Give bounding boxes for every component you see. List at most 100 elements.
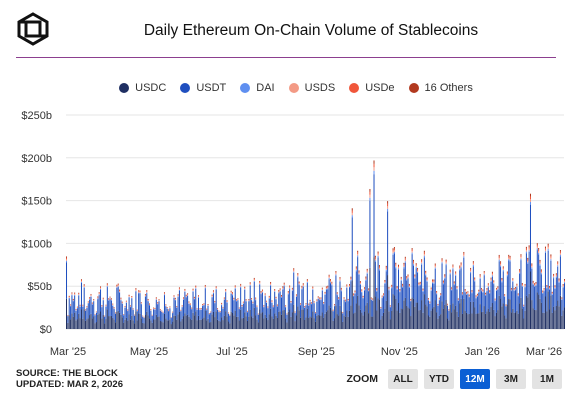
bar-segment-dai <box>549 288 551 290</box>
zoom-button-ytd[interactable]: YTD <box>424 369 454 389</box>
bar-segment-16-others <box>376 288 378 290</box>
bar-segment-usdc <box>85 320 87 329</box>
zoom-button-12m[interactable]: 12M <box>460 369 490 389</box>
bar-segment-usde <box>221 303 223 305</box>
legend-dot-icon <box>288 83 299 93</box>
bar-segment-dai <box>504 296 506 297</box>
zoom-button-1m[interactable]: 1M <box>532 369 562 389</box>
bar-segment-16-others <box>293 268 295 270</box>
bar-segment-usde <box>349 284 351 286</box>
bar-segment-usdc <box>323 317 325 329</box>
bar-segment-usdc <box>211 314 213 329</box>
bar-segment-usde <box>79 305 81 306</box>
bar-segment-usds <box>89 298 91 300</box>
bar-segment-usds <box>463 254 465 257</box>
bar-segment-16-others <box>564 279 566 281</box>
bar-segment-usds <box>433 281 435 283</box>
bar-segment-usds <box>406 278 408 280</box>
bar-segment-usdc <box>132 320 134 329</box>
bar-segment-dai <box>80 282 82 283</box>
bar-segment-usdt <box>241 307 243 319</box>
bar-segment-usdc <box>427 315 429 329</box>
bar-segment-usdc <box>349 310 351 329</box>
bar-segment-16-others <box>197 295 199 296</box>
bar-segment-dai <box>407 277 409 279</box>
bar-segment-usds <box>354 292 356 293</box>
bar-segment-usde <box>101 305 103 307</box>
bar-segment-usdt <box>166 308 168 321</box>
bar-segment-usdt <box>459 270 461 304</box>
bar-segment-dai <box>163 294 165 296</box>
bar-segment-usdc <box>542 312 544 329</box>
bar-segment-usds <box>534 285 536 286</box>
bar-segment-dai <box>108 300 110 301</box>
bar-segment-usds <box>138 291 140 293</box>
bar-segment-usds <box>470 270 472 272</box>
bar-segment-16-others <box>295 294 297 296</box>
bar-segment-16-others <box>489 290 491 292</box>
bar-segment-usdt <box>476 296 478 314</box>
bar-segment-dai <box>120 299 122 301</box>
bar-segment-16-others <box>383 293 385 295</box>
bar-segment-usdt <box>550 260 552 296</box>
bar-segment-usdc <box>434 300 436 329</box>
bar-segment-usds <box>100 288 102 289</box>
bar-segment-usdc <box>119 312 121 329</box>
bar-segment-16-others <box>414 274 416 276</box>
bar-segment-usdc <box>151 322 153 329</box>
bar-segment-usdc <box>494 316 496 329</box>
legend-item-usdc[interactable]: USDC <box>119 82 166 94</box>
legend-item-usds[interactable]: USDS <box>288 82 335 94</box>
bar-segment-usdc <box>523 318 525 329</box>
bar-segment-16-others <box>442 280 444 282</box>
bar-segment-usdt <box>252 303 254 318</box>
bar-segment-usdc <box>75 320 77 329</box>
bar-segment-usde <box>260 291 262 293</box>
bar-segment-usde <box>370 298 372 299</box>
bar-segment-usds <box>554 287 556 289</box>
bar-segment-usds <box>520 257 522 259</box>
bar-segment-dai <box>244 289 246 290</box>
bar-segment-16-others <box>470 267 472 270</box>
bar-segment-dai <box>498 259 500 262</box>
legend-item-dai[interactable]: DAI <box>240 82 275 94</box>
zoom-button-3m[interactable]: 3M <box>496 369 526 389</box>
bar-segment-usdc <box>159 321 161 329</box>
bar-segment-16-others <box>486 288 488 289</box>
bar-segment-usdt <box>323 304 325 318</box>
bar-segment-dai <box>173 297 175 298</box>
bar-segment-dai <box>110 300 112 301</box>
bar-segment-dai <box>109 298 111 300</box>
bar-segment-usdc <box>181 318 183 329</box>
bar-segment-usdc <box>68 315 70 329</box>
bar-segment-usde <box>173 295 175 297</box>
bar-segment-usdc <box>464 311 466 329</box>
bar-segment-usde <box>346 285 348 287</box>
bar-segment-usde <box>312 287 314 289</box>
bar-segment-usdc <box>188 316 190 329</box>
bar-segment-usdt <box>169 308 171 320</box>
source-label: SOURCE: THE BLOCK <box>16 368 118 379</box>
bar-segment-usds <box>558 280 560 282</box>
bar-segment-usdt <box>290 303 292 317</box>
bar-segment-usde <box>408 284 410 286</box>
bar-segment-16-others <box>321 287 323 289</box>
bar-segment-usdt <box>192 291 194 313</box>
bar-segment-16-others <box>391 284 393 286</box>
bar-segment-16-others <box>510 287 512 289</box>
bar-segment-usdc <box>536 292 538 329</box>
bar-segment-16-others <box>483 271 485 273</box>
legend-item-usde[interactable]: USDe <box>349 82 395 94</box>
bar-segment-usdc <box>82 318 84 329</box>
zoom-button-all[interactable]: ALL <box>388 369 418 389</box>
legend-item-usdt[interactable]: USDT <box>180 82 226 94</box>
bar-segment-dai <box>474 280 476 282</box>
bar-segment-16-others <box>202 304 204 305</box>
bar-segment-16-others <box>223 297 225 299</box>
bar-segment-usde <box>368 289 370 290</box>
legend-item-16-others[interactable]: 16 Others <box>408 82 473 94</box>
bar-segment-usdc <box>128 314 130 329</box>
bar-segment-usdt <box>162 313 164 323</box>
bar-segment-dai <box>542 292 544 294</box>
bar-segment-usde <box>234 286 236 288</box>
